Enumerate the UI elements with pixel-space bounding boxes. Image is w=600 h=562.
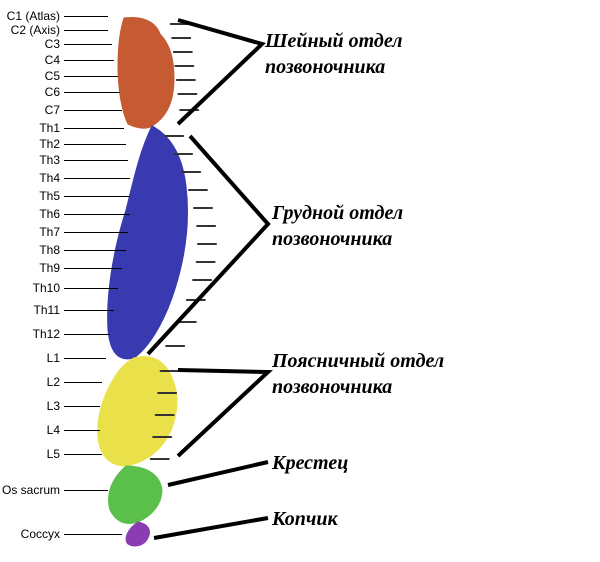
region-label-line: Грудной отдел [272,200,403,226]
region-label-line: позвоночника [272,374,444,400]
vertebra-tick-line [64,310,114,311]
vertebra-label: L4 [47,423,60,437]
vertebra-tick-line [64,430,100,431]
vertebra-label: Th9 [39,261,60,275]
vertebra-tick-line [64,406,100,407]
vertebra-tick-line [64,490,108,491]
region-callout [178,20,262,124]
vertebra-label: Th2 [39,137,60,151]
vertebra-label: C1 (Atlas) [7,9,60,23]
vertebra-tick-line [64,250,126,251]
vertebra-tick-line [64,454,102,455]
vertebra-tick-line [64,334,110,335]
coccyx-segment [126,522,149,546]
vertebra-tick-line [64,16,108,17]
diagram-stage: C1 (Atlas)C2 (Axis)C3 C4 C5 C6 C7 Th1 Th2 Th3 Th… [0,0,600,562]
vertebra-label: L2 [47,375,60,389]
cervical-region-label: Шейный отделпозвоночника [265,28,402,80]
vertebra-tick-line [64,214,130,215]
vertebra-label: C5 [45,69,60,83]
vertebra-tick-line [64,196,130,197]
spine-svg [0,0,600,562]
region-label-line: Крестец [272,450,348,476]
region-label-line: Копчик [272,506,338,532]
vertebra-label: Th5 [39,189,60,203]
region-label-line: позвоночника [272,226,403,252]
coccyx-region-label: Копчик [272,506,338,532]
vertebra-label: C6 [45,85,60,99]
vertebra-label: C7 [45,103,60,117]
vertebra-label: Th7 [39,225,60,239]
vertebra-tick-line [64,268,122,269]
vertebra-tick-line [64,44,112,45]
vertebra-label: Th12 [33,327,60,341]
cervical-segment [118,18,174,129]
region-callout [148,136,268,354]
vertebra-label: L3 [47,399,60,413]
lumbar-region-label: Поясничный отделпозвоночника [272,348,444,400]
region-callout [178,370,268,456]
vertebra-label: Th8 [39,243,60,257]
vertebra-tick-line [64,30,108,31]
vertebra-tick-line [64,288,118,289]
region-callout-line [154,518,268,538]
vertebra-tick-line [64,76,118,77]
sacrum-region-label: Крестец [272,450,348,476]
thoracic-region-label: Грудной отделпозвоночника [272,200,403,252]
vertebra-tick-line [64,534,122,535]
sacrum-segment [109,466,162,524]
vertebra-label: Th3 [39,153,60,167]
vertebra-label: Th10 [33,281,60,295]
lumbar-segment [98,357,177,467]
vertebra-label: Th4 [39,171,60,185]
vertebra-tick-line [64,232,128,233]
vertebra-tick-line [64,160,128,161]
vertebra-tick-line [64,110,122,111]
vertebra-tick-line [64,358,106,359]
vertebra-label: C3 [45,37,60,51]
region-label-line: Поясничный отдел [272,348,444,374]
region-callout-line [168,462,268,485]
vertebra-tick-line [64,178,130,179]
vertebra-label: Th11 [34,303,60,317]
vertebra-tick-line [64,92,120,93]
vertebra-tick-line [64,144,126,145]
vertebra-label: Th1 [39,121,60,135]
vertebra-label: L5 [47,447,60,461]
vertebra-label: Th6 [39,207,60,221]
vertebra-label: L1 [47,351,60,365]
vertebra-label: C2 (Axis) [11,23,60,37]
vertebra-label: C4 [45,53,60,67]
vertebra-tick-line [64,60,114,61]
region-label-line: позвоночника [265,54,402,80]
vertebra-tick-line [64,382,102,383]
vertebra-tick-line [64,128,124,129]
vertebra-label: Os sacrum [2,483,60,497]
vertebra-label: Coccyx [21,527,60,541]
region-label-line: Шейный отдел [265,28,402,54]
